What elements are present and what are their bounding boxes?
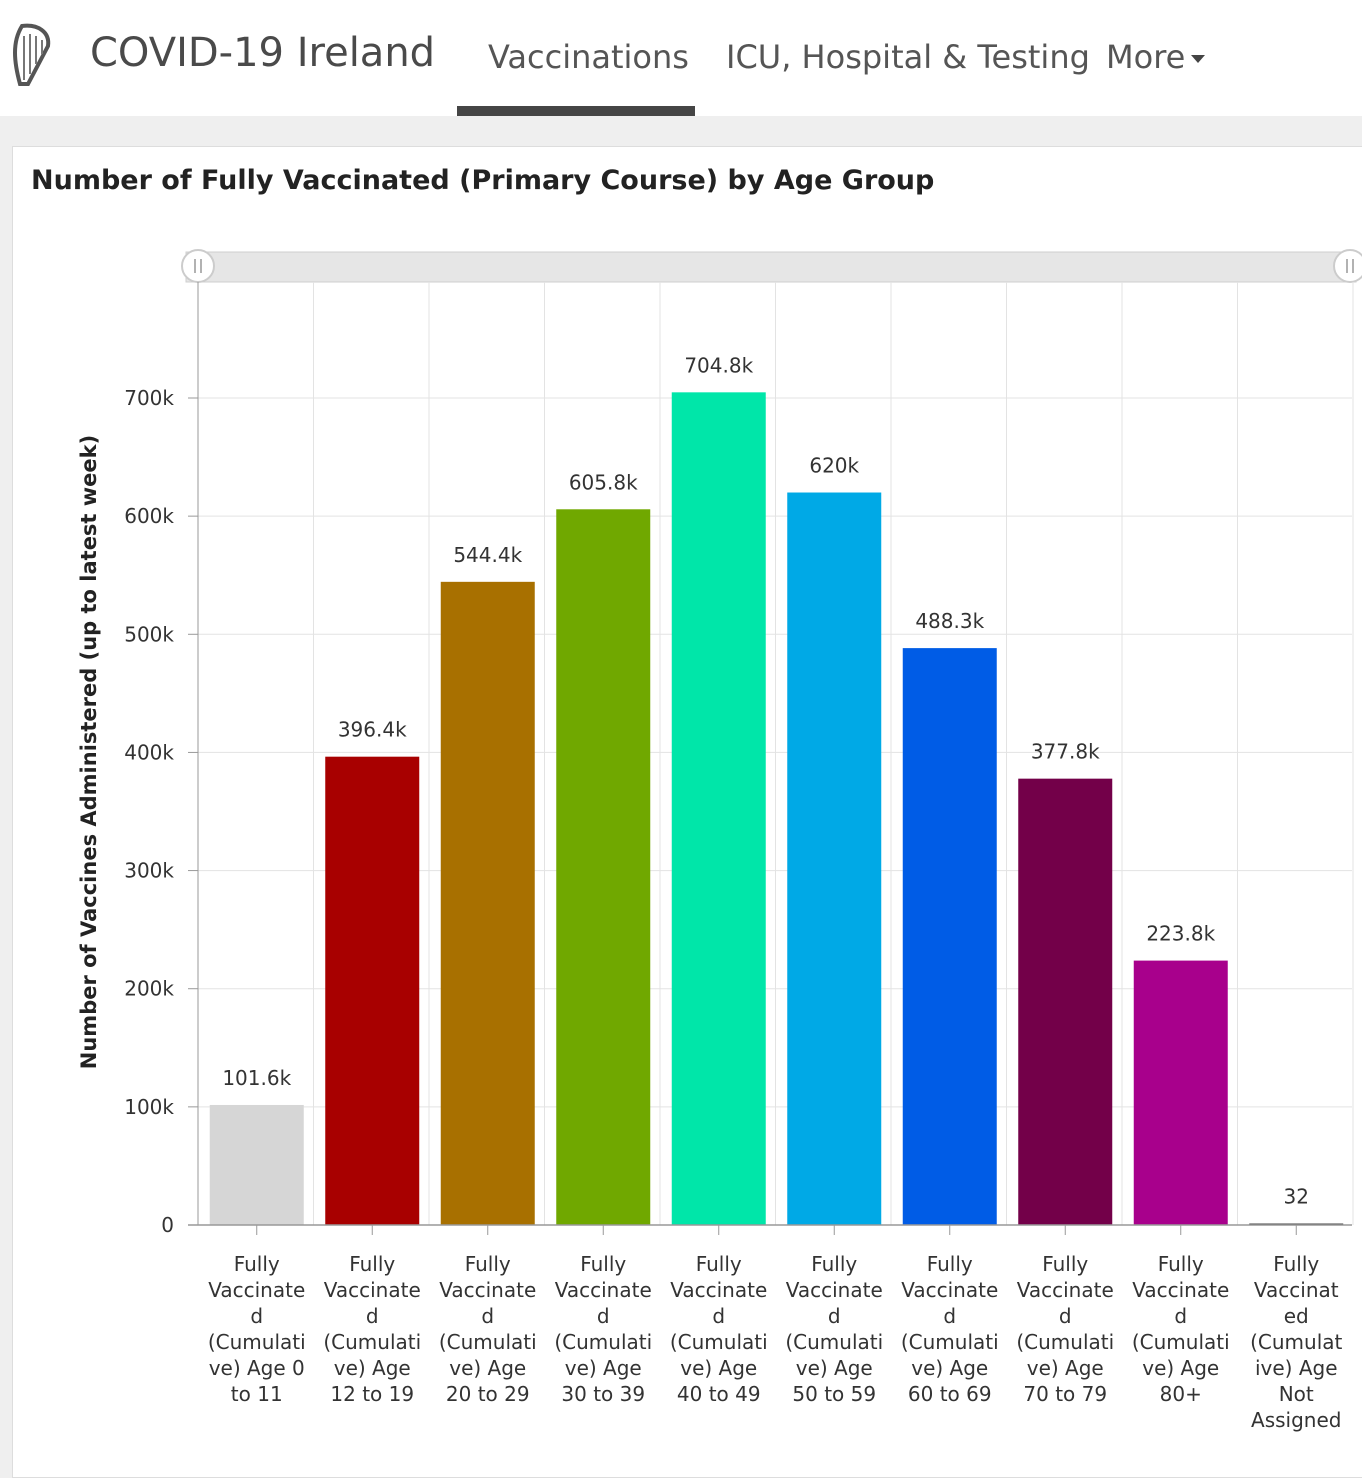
bar-value-label: 396.4k	[338, 718, 407, 742]
bar-value-label: 377.8k	[1031, 740, 1100, 764]
x-tick-label: Fully Vaccinate d (Cumulati ve) Age 12 to 19	[323, 1252, 421, 1406]
x-tick-label: Fully Vaccinate d (Cumulati ve) Age 50 to 59	[785, 1252, 883, 1406]
bar[interactable]	[671, 392, 766, 1226]
bar[interactable]	[209, 1104, 304, 1225]
scrollbar-left-handle[interactable]	[181, 249, 215, 283]
x-tick-label: Fully Vaccinate d (Cumulati ve) Age 0 to 11	[208, 1252, 306, 1406]
bar[interactable]	[787, 492, 882, 1225]
tab-icu-hospital-testing[interactable]: ICU, Hospital & Testing	[726, 38, 1090, 76]
harp-icon[interactable]	[8, 22, 54, 88]
scrollbar-right-handle[interactable]	[1333, 249, 1362, 283]
bar-value-label: 101.6k	[222, 1066, 291, 1090]
tab-vaccinations[interactable]: Vaccinations	[488, 38, 689, 76]
bar-value-label: 32	[1284, 1185, 1309, 1209]
y-tick-label: 600k	[124, 504, 174, 528]
x-tick-label: Fully Vaccinate d (Cumulati ve) Age 70 to 79	[1016, 1252, 1114, 1406]
bar[interactable]	[1018, 778, 1113, 1225]
y-tick-label: 700k	[124, 386, 174, 410]
x-tick-label: Fully Vaccinat ed (Cumulat ive) Age Not Assign…	[1250, 1252, 1342, 1432]
x-tick-label: Fully Vaccinate d (Cumulati ve) Age 30 to 39	[554, 1252, 652, 1406]
app-title[interactable]: COVID-19 Ireland	[90, 30, 436, 76]
bar-value-label: 605.8k	[569, 470, 638, 494]
more-dropdown[interactable]: More	[1106, 38, 1206, 76]
more-label: More	[1106, 38, 1186, 76]
grip-icon	[1346, 259, 1354, 273]
caret-down-icon	[1191, 55, 1206, 63]
y-tick-label: 200k	[124, 977, 174, 1001]
y-tick-label: 300k	[124, 859, 174, 883]
y-tick-label: 100k	[124, 1095, 174, 1119]
grip-icon	[194, 259, 202, 273]
y-axis-label: Number of Vaccines Administered (up to l…	[77, 435, 101, 1069]
chart-scrollbar-track[interactable]	[185, 251, 1357, 283]
bar-value-label: 704.8k	[684, 353, 753, 377]
y-tick-label: 0	[161, 1213, 174, 1237]
chart-title: Number of Fully Vaccinated (Primary Cour…	[31, 165, 935, 196]
bar[interactable]	[902, 648, 997, 1225]
top-navbar: COVID-19 Ireland Vaccinations ICU, Hospi…	[0, 0, 1362, 116]
y-tick-label: 500k	[124, 622, 174, 646]
x-tick-label: Fully Vaccinate d (Cumulati ve) Age 80+	[1132, 1252, 1230, 1406]
bar-value-label: 223.8k	[1146, 922, 1215, 946]
x-tick-label: Fully Vaccinate d (Cumulati ve) Age 20 to 29	[439, 1252, 537, 1406]
bar-value-label: 488.3k	[915, 609, 984, 633]
bar[interactable]	[325, 756, 420, 1225]
x-tick-label: Fully Vaccinate d (Cumulati ve) Age 60 to 69	[901, 1252, 999, 1406]
active-tab-indicator	[457, 106, 695, 116]
bar[interactable]	[1133, 960, 1228, 1225]
bar-value-label: 620k	[809, 454, 859, 478]
bar[interactable]	[440, 581, 535, 1225]
bar-value-label: 544.4k	[453, 543, 522, 567]
x-tick-label: Fully Vaccinate d (Cumulati ve) Age 40 to 49	[670, 1252, 768, 1406]
y-tick-label: 400k	[124, 740, 174, 764]
bar[interactable]	[556, 509, 651, 1226]
